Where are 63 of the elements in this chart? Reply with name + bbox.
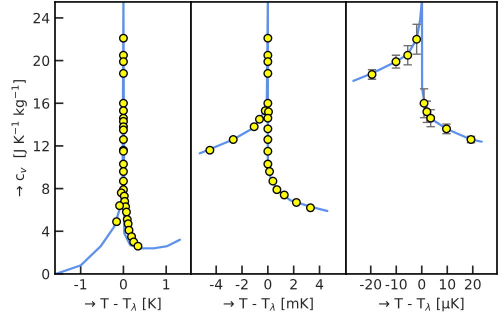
point: [254, 114, 264, 124]
x-tick-label: -10: [386, 279, 407, 290]
point: [118, 106, 128, 116]
x-axis-title: → T - T$_{λ}$ [mK]: [224, 298, 313, 311]
point: [112, 217, 122, 226]
y-tick-label: 0: [42, 268, 50, 280]
x-tick-label: 1: [163, 279, 170, 290]
point: [250, 122, 259, 132]
x-tick-label: 4: [316, 279, 324, 290]
point: [133, 242, 142, 251]
y-tick-label: 20: [33, 56, 50, 66]
x-tick-label: -20: [360, 279, 382, 290]
x-axis-title: → T - T$_{λ}$ [K]: [85, 298, 161, 311]
x-axis-title: → T - T$_{λ}$ [μK]: [379, 298, 464, 312]
point: [263, 160, 272, 169]
x-tick-label: -1: [74, 279, 86, 290]
point: [412, 34, 422, 44]
point: [263, 34, 272, 43]
point: [118, 34, 128, 43]
point: [263, 98, 272, 108]
point: [118, 57, 128, 66]
point: [118, 176, 128, 186]
point: [263, 135, 272, 144]
x-tick-label: -4: [210, 279, 222, 290]
point: [118, 98, 128, 108]
point: [118, 68, 128, 78]
y-tick-label: 24: [33, 12, 50, 24]
point: [228, 135, 238, 144]
point: [272, 185, 282, 194]
point: [263, 124, 272, 134]
x-tick-label: 0: [264, 279, 272, 290]
y-tick-label: 4: [42, 226, 50, 237]
point: [391, 57, 400, 66]
point: [265, 167, 274, 176]
point: [205, 146, 214, 155]
point: [263, 114, 272, 123]
point: [118, 135, 128, 144]
y-tick-label: 8: [42, 184, 50, 194]
point: [263, 57, 272, 66]
point: [115, 201, 124, 210]
point: [122, 208, 131, 217]
point: [306, 203, 315, 212]
point: [118, 125, 128, 134]
y-tick-label: 12: [34, 140, 49, 152]
point: [422, 107, 432, 116]
point: [263, 68, 272, 78]
point: [118, 160, 128, 169]
x-tick-label: 20: [464, 279, 481, 290]
y-axis-title: → c$_{v}$ [J K$^{−1}$ kg$^{−1}$]: [11, 80, 27, 196]
point: [268, 176, 278, 186]
x-tick-label: 10: [440, 279, 456, 290]
point: [263, 146, 272, 156]
x-tick-label: 2: [290, 279, 297, 290]
point: [403, 50, 412, 60]
point: [118, 167, 128, 176]
point: [280, 190, 289, 200]
point: [426, 114, 436, 123]
x-tick-label: 0: [120, 279, 127, 290]
point: [292, 198, 301, 207]
x-tick-label: -2: [236, 279, 248, 290]
y-tick-label: 16: [34, 98, 50, 109]
point: [420, 98, 429, 108]
x-tick-label: 0: [418, 279, 426, 290]
